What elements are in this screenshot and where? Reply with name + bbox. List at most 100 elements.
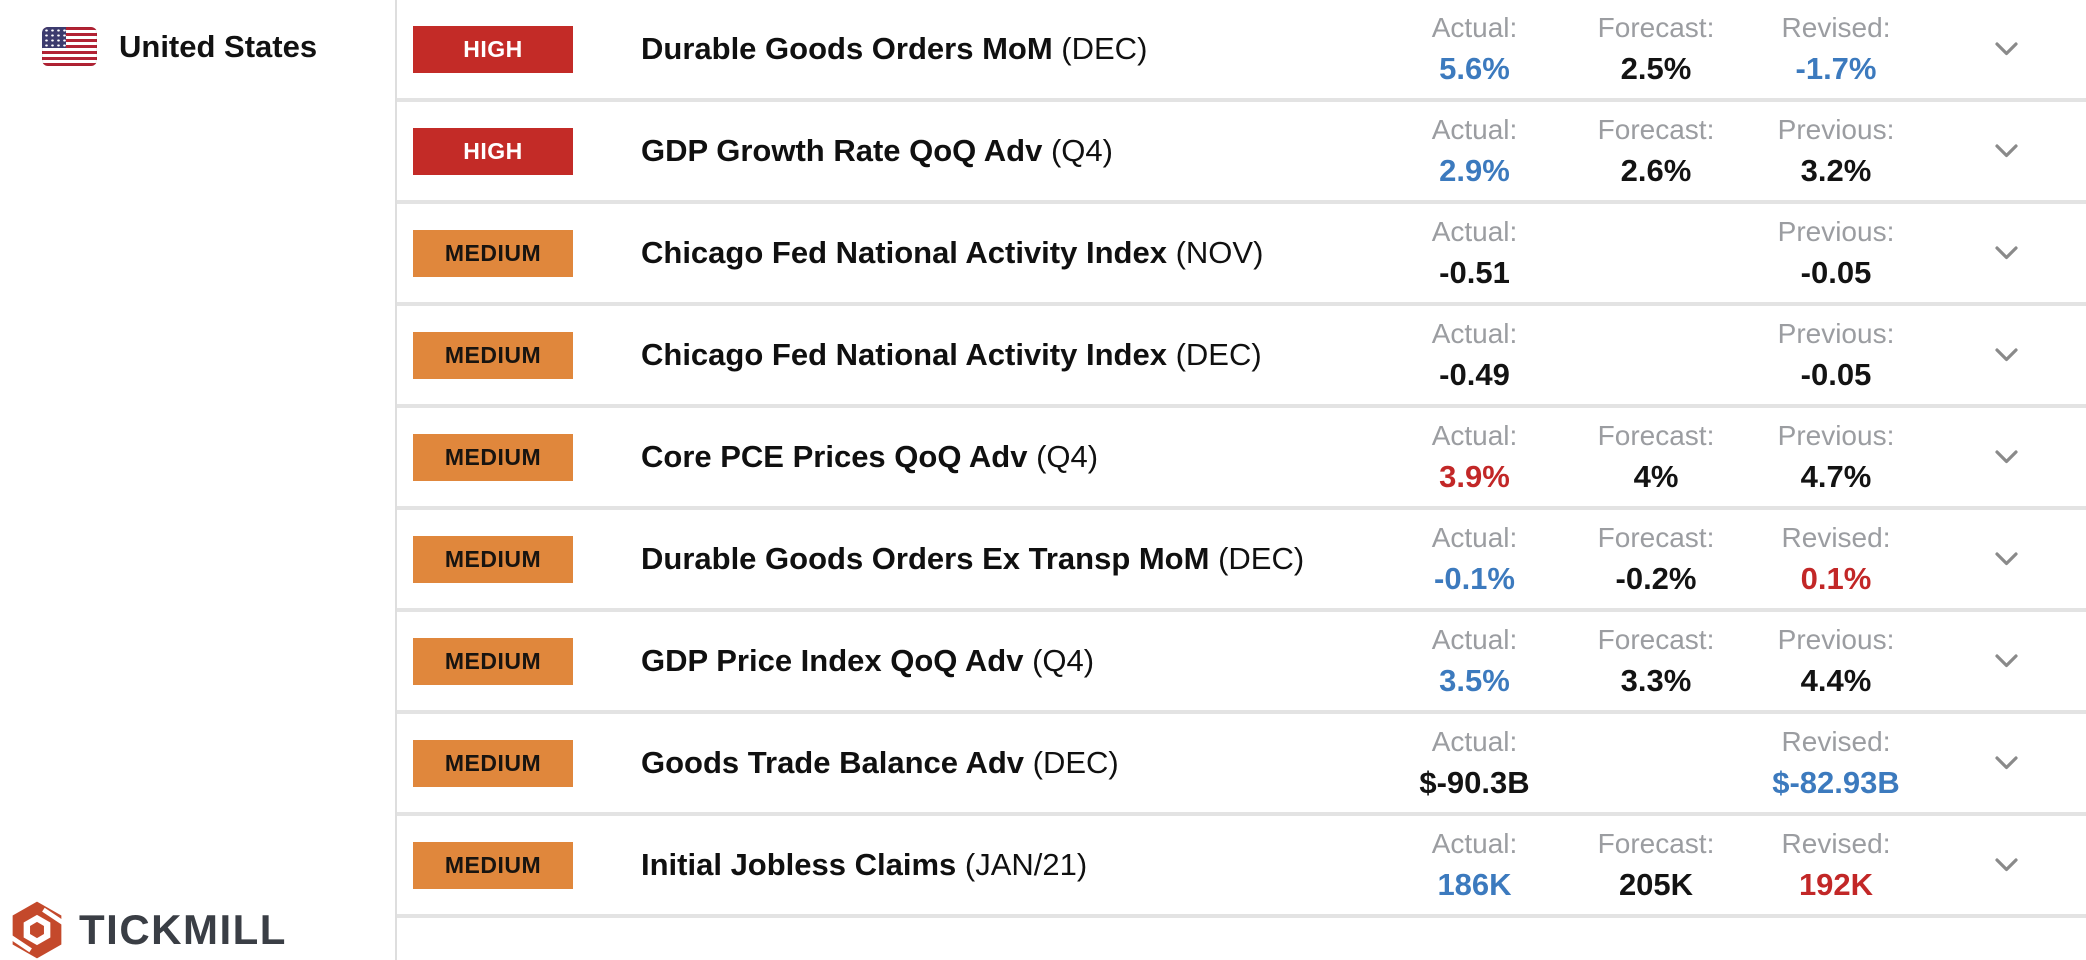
event-row[interactable]: MEDIUM Chicago Fed National Activity Ind… bbox=[397, 204, 2086, 306]
importance-cell: MEDIUM bbox=[397, 433, 578, 481]
event-period: (DEC) bbox=[1218, 541, 1305, 576]
chevron-down-icon bbox=[1994, 449, 2018, 463]
tickmill-wordmark: TICKMILL bbox=[79, 906, 287, 953]
actual-cell: Actual: $-90.3B bbox=[1383, 726, 1566, 801]
event-name: Initial Jobless Claims bbox=[641, 847, 957, 882]
event-title: Goods Trade Balance Adv (DEC) bbox=[578, 745, 1383, 781]
chevron-down-icon bbox=[1994, 41, 2018, 55]
expand-row-button[interactable] bbox=[1926, 204, 2086, 302]
forecast-cell: Forecast: -0.2% bbox=[1566, 522, 1746, 597]
previous-revised-value: $-82.93B bbox=[1772, 764, 1900, 800]
importance-badge: MEDIUM bbox=[413, 841, 573, 889]
importance-cell: HIGH bbox=[397, 127, 578, 175]
flag-canton bbox=[42, 27, 66, 48]
actual-value: 186K bbox=[1437, 866, 1512, 902]
actual-value: -0.51 bbox=[1439, 254, 1510, 290]
previous-revised-cell: Previous: 4.4% bbox=[1746, 624, 1926, 699]
actual-cell: Actual: -0.1% bbox=[1383, 522, 1566, 597]
previous-revised-cell: Revised: -1.7% bbox=[1746, 12, 1926, 87]
event-title: Core PCE Prices QoQ Adv (Q4) bbox=[578, 439, 1383, 475]
actual-label: Actual: bbox=[1431, 215, 1518, 247]
actual-label: Actual: bbox=[1431, 521, 1518, 553]
forecast-label: Forecast: bbox=[1597, 113, 1715, 145]
expand-row-button[interactable] bbox=[1926, 408, 2086, 506]
previous-revised-cell: Revised: $-82.93B bbox=[1746, 726, 1926, 801]
forecast-cell: Forecast: 4% bbox=[1566, 420, 1746, 495]
expand-row-button[interactable] bbox=[1926, 510, 2086, 608]
actual-cell: Actual: 5.6% bbox=[1383, 12, 1566, 87]
importance-badge: HIGH bbox=[413, 25, 573, 73]
actual-cell: Actual: -0.49 bbox=[1383, 318, 1566, 393]
importance-cell: MEDIUM bbox=[397, 331, 578, 379]
chevron-down-icon bbox=[1994, 143, 2018, 157]
previous-revised-value: -0.05 bbox=[1800, 356, 1872, 392]
expand-row-button[interactable] bbox=[1926, 306, 2086, 404]
us-flag-icon bbox=[42, 27, 97, 66]
expand-row-button[interactable] bbox=[1926, 816, 2086, 914]
event-period: (DEC) bbox=[1175, 337, 1262, 372]
event-row[interactable]: MEDIUM Initial Jobless Claims (JAN/21) A… bbox=[397, 816, 2086, 918]
previous-revised-label: Previous: bbox=[1777, 317, 1895, 349]
previous-revised-label: Revised: bbox=[1781, 725, 1891, 757]
event-row[interactable]: MEDIUM Goods Trade Balance Adv (DEC) Act… bbox=[397, 714, 2086, 816]
importance-badge: MEDIUM bbox=[413, 739, 573, 787]
actual-cell: Actual: -0.51 bbox=[1383, 216, 1566, 291]
importance-cell: MEDIUM bbox=[397, 841, 578, 889]
event-row[interactable]: MEDIUM GDP Price Index QoQ Adv (Q4) Actu… bbox=[397, 612, 2086, 714]
previous-revised-value: 3.2% bbox=[1800, 152, 1872, 188]
actual-label: Actual: bbox=[1431, 113, 1518, 145]
event-name: Chicago Fed National Activity Index bbox=[641, 337, 1167, 372]
previous-revised-label: Previous: bbox=[1777, 215, 1895, 247]
actual-label: Actual: bbox=[1431, 317, 1518, 349]
importance-badge: HIGH bbox=[413, 127, 573, 175]
importance-cell: MEDIUM bbox=[397, 535, 578, 583]
forecast-cell bbox=[1566, 727, 1746, 800]
event-title: GDP Growth Rate QoQ Adv (Q4) bbox=[578, 133, 1383, 169]
event-period: (NOV) bbox=[1175, 235, 1264, 270]
forecast-label: Forecast: bbox=[1597, 419, 1715, 451]
forecast-cell bbox=[1566, 319, 1746, 392]
event-title: Durable Goods Orders Ex Transp MoM (DEC) bbox=[578, 541, 1383, 577]
event-period: (JAN/21) bbox=[964, 847, 1088, 882]
importance-badge: MEDIUM bbox=[413, 229, 573, 277]
importance-cell: MEDIUM bbox=[397, 229, 578, 277]
importance-cell: HIGH bbox=[397, 25, 578, 73]
actual-value: 3.5% bbox=[1439, 662, 1510, 698]
expand-row-button[interactable] bbox=[1926, 0, 2086, 98]
event-name: GDP Growth Rate QoQ Adv bbox=[641, 133, 1043, 168]
expand-row-button[interactable] bbox=[1926, 714, 2086, 812]
actual-value: 2.9% bbox=[1439, 152, 1510, 188]
chevron-down-icon bbox=[1994, 755, 2018, 769]
expand-row-button[interactable] bbox=[1926, 612, 2086, 710]
event-name: Durable Goods Orders Ex Transp MoM bbox=[641, 541, 1210, 576]
forecast-cell: Forecast: 3.3% bbox=[1566, 624, 1746, 699]
previous-revised-cell: Previous: 4.7% bbox=[1746, 420, 1926, 495]
chevron-down-icon bbox=[1994, 653, 2018, 667]
actual-value: -0.1% bbox=[1434, 560, 1515, 596]
actual-label: Actual: bbox=[1431, 725, 1518, 757]
event-period: (DEC) bbox=[1032, 745, 1119, 780]
actual-value: -0.49 bbox=[1439, 356, 1510, 392]
actual-label: Actual: bbox=[1431, 623, 1518, 655]
event-row[interactable]: HIGH GDP Growth Rate QoQ Adv (Q4) Actual… bbox=[397, 102, 2086, 204]
forecast-cell: Forecast: 2.6% bbox=[1566, 114, 1746, 189]
country-name: United States bbox=[119, 28, 318, 64]
actual-label: Actual: bbox=[1431, 827, 1518, 859]
event-title: Initial Jobless Claims (JAN/21) bbox=[578, 847, 1383, 883]
event-title: GDP Price Index QoQ Adv (Q4) bbox=[578, 643, 1383, 679]
actual-value: $-90.3B bbox=[1419, 764, 1530, 800]
event-row[interactable]: MEDIUM Chicago Fed National Activity Ind… bbox=[397, 306, 2086, 408]
chevron-down-icon bbox=[1994, 551, 2018, 565]
event-name: Durable Goods Orders MoM bbox=[641, 31, 1053, 66]
tickmill-logo: TICKMILL bbox=[8, 901, 287, 959]
expand-row-button[interactable] bbox=[1926, 102, 2086, 200]
previous-revised-label: Previous: bbox=[1777, 419, 1895, 451]
event-row[interactable]: HIGH Durable Goods Orders MoM (DEC) Actu… bbox=[397, 0, 2086, 102]
event-row[interactable]: MEDIUM Core PCE Prices QoQ Adv (Q4) Actu… bbox=[397, 408, 2086, 510]
chevron-down-icon bbox=[1994, 245, 2018, 259]
event-name: GDP Price Index QoQ Adv bbox=[641, 643, 1024, 678]
importance-badge: MEDIUM bbox=[413, 535, 573, 583]
event-name: Goods Trade Balance Adv bbox=[641, 745, 1025, 780]
actual-cell: Actual: 3.9% bbox=[1383, 420, 1566, 495]
event-row[interactable]: MEDIUM Durable Goods Orders Ex Transp Mo… bbox=[397, 510, 2086, 612]
